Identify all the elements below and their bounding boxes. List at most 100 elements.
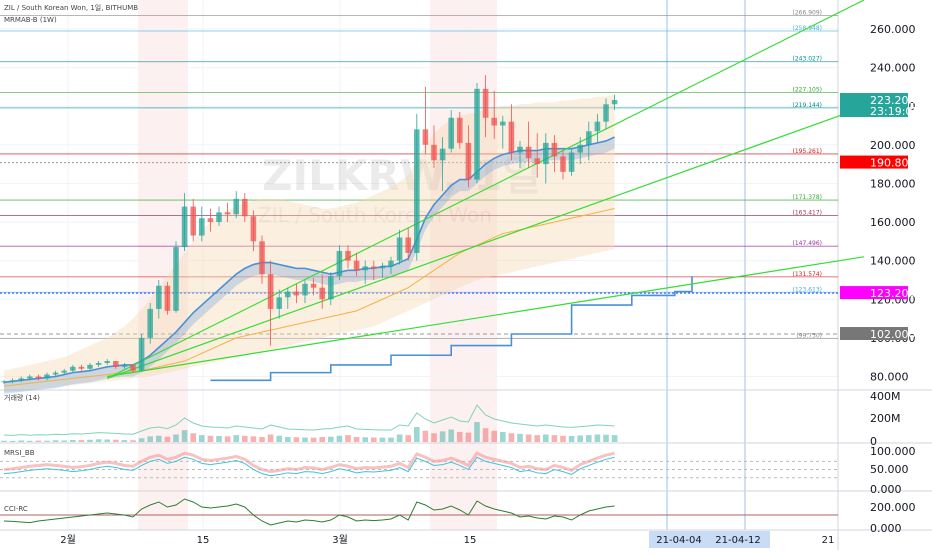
panel-label: MRSI_BB [4,449,35,457]
candle [130,364,136,373]
volume-bar [560,435,566,442]
candle [242,193,248,223]
candle-body [267,274,274,309]
candle-body [61,370,67,373]
volume-bar [224,436,231,442]
candle-body [379,266,386,269]
panel-label: CCI-RC [4,505,28,513]
candle-body [457,117,463,143]
candle [199,206,205,242]
candle [422,86,429,155]
price-tick: 180.000 [870,177,916,190]
candle [594,113,601,143]
price-label: 102.000 [870,328,916,341]
time-tick: 2월 [60,534,76,546]
candle [336,245,343,280]
rsi-band-line [3,451,615,474]
candle-body [405,237,411,253]
volume-bar [439,431,446,442]
candle [224,202,231,223]
watermark-ticker: ZILKRW, 1일 [262,151,541,200]
candle [611,94,618,111]
level-label: (163.417) [793,209,823,216]
candle-body [319,287,325,300]
panel-tick: 200M [870,412,901,425]
candle-body [113,361,119,367]
candle-body [250,216,257,242]
volume-bar [603,434,609,442]
volume-bar [534,435,540,442]
volume-bar [302,437,308,442]
volume-bar [431,433,437,442]
candle [138,334,145,371]
candle-body [577,144,583,153]
ma-slow-line [3,208,615,387]
candle-body [439,148,446,161]
time-tick: 21-04-04 [656,535,701,546]
candle [491,90,497,140]
candle-body [586,131,592,145]
volume-bar [44,440,50,442]
volume-bar [113,439,119,442]
candle-body [465,142,472,180]
volume-bar [568,436,575,442]
candle [35,374,42,381]
price-label-bg [840,327,908,341]
candle-body [1,381,7,383]
candle-body [302,283,308,296]
time-axis-bg [0,530,838,550]
candle [190,198,196,242]
candle [405,227,411,261]
price-label: 190.800 [870,157,916,170]
candle-body [78,366,85,369]
candle-body [70,366,76,371]
candle [551,135,558,172]
volume-bar [414,427,420,442]
candle-body [35,376,42,379]
candle [267,260,274,346]
volume-bar [1,440,7,442]
volume-bar [448,429,454,442]
candle [465,125,472,188]
candle [147,303,153,344]
candle [276,289,282,319]
indicator-title[interactable]: MRMAB-B (1W) [4,16,57,24]
volume-bar [138,438,145,442]
volume-bar [328,436,334,442]
candle-body [233,198,239,215]
candle [1,380,7,385]
candle [474,83,480,184]
time-tick: 21-04-12 [715,535,760,546]
candle [457,111,463,149]
volume-bar [319,437,325,442]
time-tick: 3월 [332,534,348,546]
candle-body [293,291,300,296]
level-label: (131.574) [793,271,823,278]
candle [27,374,33,381]
volume-bar [551,435,558,442]
volume-bar [508,433,515,442]
candle-body [508,121,515,153]
candle-body [396,237,403,261]
candle-body [130,364,136,371]
panel-tick: 200.000 [870,501,916,514]
symbol-title[interactable]: ZIL / South Korean Won, 1일, BITHUMB [4,3,138,12]
candle-body [224,212,231,215]
candle-body [388,260,394,267]
candle-body [551,142,558,157]
candle-body [491,117,497,126]
candle-body [603,104,609,122]
candle [216,206,222,226]
candle [543,133,549,184]
volume-bar [242,435,248,442]
candle-body [199,218,205,236]
volume-bar [482,428,489,442]
cci-line [3,498,615,526]
level-label: (147.496) [793,240,823,247]
candle [379,262,386,279]
volume-bar [27,440,33,442]
level-label: (266.909) [793,10,823,17]
candle-body [121,364,128,367]
candle [121,362,128,369]
